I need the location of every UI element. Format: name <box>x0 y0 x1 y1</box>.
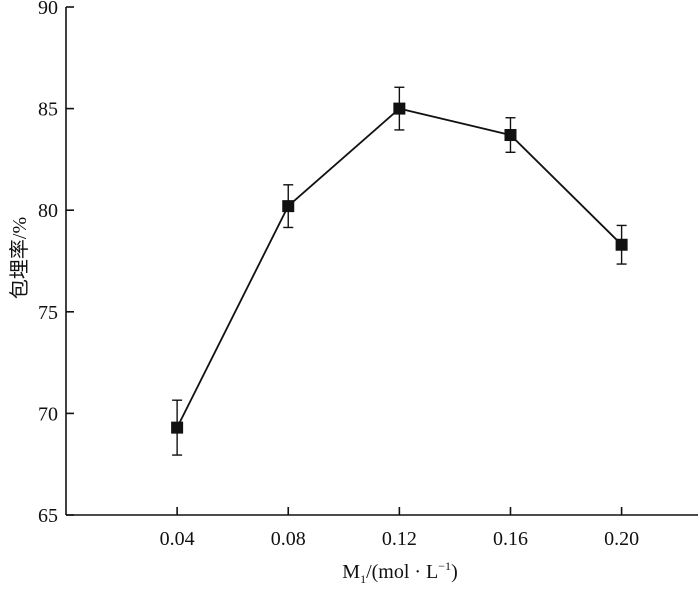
x-axis-label-sup: −1 <box>438 559 451 573</box>
data-point <box>504 117 517 153</box>
x-axis-label-main: M <box>342 561 360 583</box>
y-tick-label: 70 <box>38 403 58 425</box>
square-marker <box>615 238 628 251</box>
y-axis-label: 包埋率/% <box>8 217 31 299</box>
x-tick-label: 0.20 <box>604 528 639 550</box>
x-axis-label-end: ) <box>451 561 458 583</box>
x-axis: 0.04 0.08 0.12 0.16 0.20 <box>66 507 698 550</box>
x-tick-label: 0.08 <box>271 528 306 550</box>
data-point <box>393 86 406 131</box>
y-axis: 65 70 75 80 85 90 <box>38 0 74 527</box>
y-tick-label: 85 <box>38 99 58 121</box>
data-point <box>171 399 184 456</box>
plot-area <box>171 86 628 456</box>
x-tick-label: 0.16 <box>493 528 528 550</box>
square-marker <box>393 102 406 115</box>
x-tick-label: 0.04 <box>160 528 195 550</box>
x-tick-label: 0.12 <box>382 528 417 550</box>
series-line <box>176 107 623 429</box>
y-tick-label: 90 <box>38 0 58 19</box>
square-marker <box>504 129 517 142</box>
data-point <box>282 184 295 229</box>
y-tick-label: 65 <box>38 505 58 527</box>
x-ticks: 0.04 0.08 0.12 0.16 0.20 <box>160 507 639 550</box>
y-tick-label: 80 <box>38 200 58 222</box>
y-tick-label: 75 <box>38 302 58 324</box>
square-marker <box>171 421 184 434</box>
x-axis-label-sub: 1 <box>360 572 366 586</box>
x-axis-label-mid: /(mol · L <box>366 561 438 583</box>
data-point <box>615 224 628 265</box>
y-ticks: 65 70 75 80 85 90 <box>38 0 74 527</box>
x-axis-label: M1/(mol · L−1) <box>342 559 457 586</box>
square-marker <box>282 200 295 213</box>
